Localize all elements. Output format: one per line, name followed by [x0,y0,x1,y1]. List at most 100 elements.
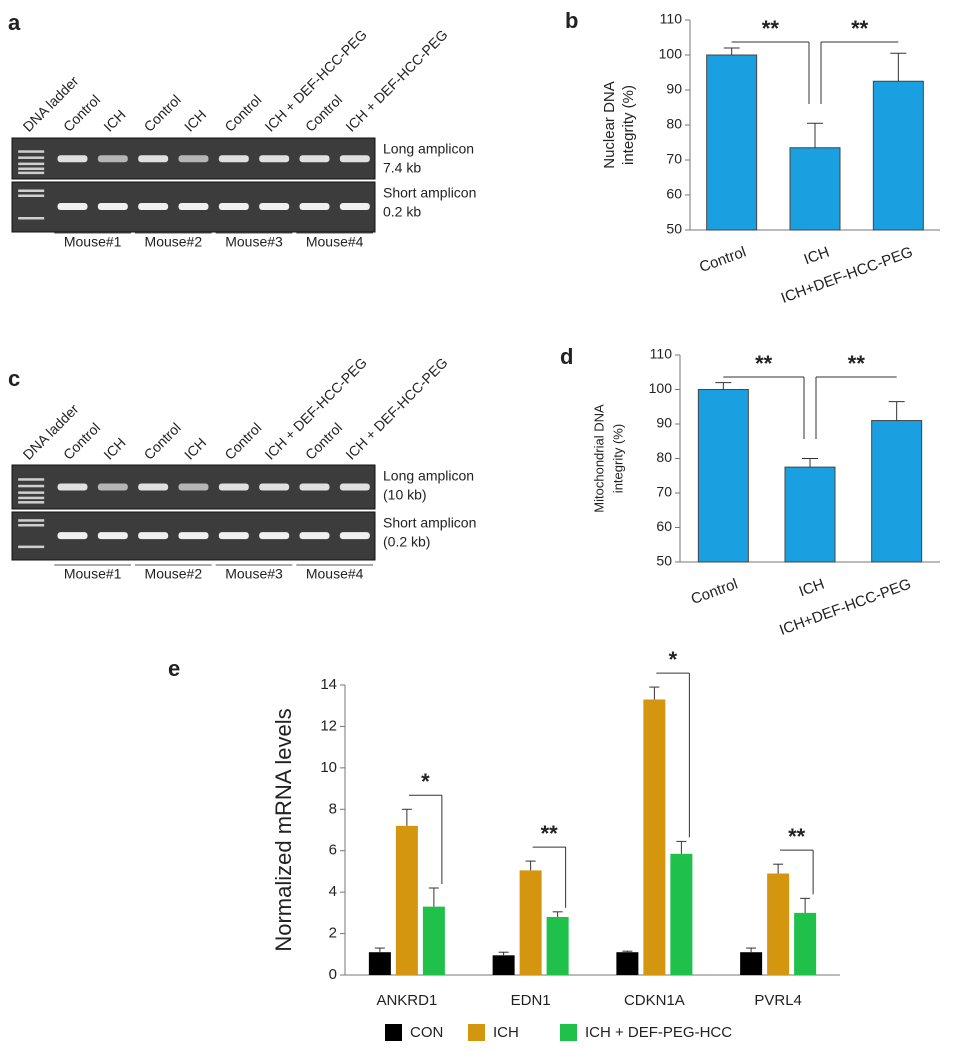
y-tick-label: 80 [656,449,672,465]
gel-band [57,203,88,210]
ladder-band [18,478,45,481]
x-tick-label: EDN1 [511,992,551,1009]
legend-swatch [560,1024,577,1041]
ladder-band [18,217,45,220]
panel-letter: e [168,656,180,681]
y-tick-label: 14 [320,676,337,693]
panel-letter: a [8,10,21,35]
bar [616,952,639,975]
bar [784,466,836,563]
y-tick-label: 60 [666,186,682,202]
gel-band [138,155,169,163]
amplicon-label: Short amplicon [383,515,476,531]
ladder-band [18,484,45,488]
significance-label: * [421,769,430,794]
ladder-band [18,156,45,159]
amplicon-label: (10 kb) [383,487,427,503]
gel-band [178,203,209,210]
gel-band [218,532,249,540]
gel-band [178,532,209,540]
legend-label: CON [410,1024,443,1041]
y-tick-label: 100 [659,46,683,62]
lane-label: Control [221,420,264,463]
y-axis-label: integrity (%) [610,424,625,493]
gel-band [218,483,249,491]
bar [872,80,924,231]
amplicon-label: 0.2 kb [383,204,421,220]
amplicon-label: 7.4 kb [383,160,421,176]
ladder-band [18,189,45,192]
gel-band [57,483,88,491]
bar [395,825,418,975]
ladder-band [18,496,45,500]
bar [789,147,841,231]
bar [368,952,391,975]
significance-label: ** [762,16,780,41]
gel-band [299,532,330,540]
gel-band [97,155,128,163]
mouse-label: Mouse#4 [306,566,364,582]
y-axis-label: Mitochondrial DNA [591,404,606,513]
lane-label: ICH [100,434,128,462]
bar [670,853,693,975]
y-tick-label: 90 [666,81,682,97]
ladder-band [18,501,45,504]
y-tick-label: 110 [660,11,683,27]
significance-label: ** [851,16,869,41]
gel-band [138,203,169,210]
significance-label: ** [788,824,806,849]
mouse-label: Mouse#1 [64,566,122,582]
gel-band [299,483,330,491]
y-tick-label: 80 [666,116,682,132]
lane-label: ICH [181,434,209,462]
gel-band [57,155,88,163]
y-tick-label: 60 [656,518,672,534]
bar [767,873,790,975]
bar [422,906,445,975]
ladder-band [18,171,45,175]
y-tick-label: 2 [329,925,337,942]
legend-swatch [468,1024,485,1041]
ladder-band [18,194,45,197]
significance-label: ** [541,821,559,846]
ladder-band [18,524,45,527]
lane-label: ICH [181,106,209,134]
x-tick-label: ICH [797,576,827,601]
bar [697,389,749,563]
ladder-band [18,162,45,166]
gel-band [97,483,128,491]
gel-band [259,483,290,491]
ladder-band [18,150,45,153]
x-tick-label: ICH [802,244,832,269]
y-tick-label: 100 [649,380,673,396]
lane-label: Control [221,92,264,135]
legend-swatch [385,1024,402,1041]
significance-label: ** [755,351,773,376]
ladder-band [18,167,45,171]
y-tick-label: 70 [666,151,682,167]
y-tick-label: 110 [650,346,673,362]
y-tick-label: 0 [329,966,337,983]
gel-band [97,532,128,540]
bar [492,955,515,975]
panel-letter: d [560,344,573,369]
bar [546,917,569,975]
significance-label: * [669,647,678,672]
y-axis-label: integrity (%) [620,85,637,165]
significance-label: ** [848,351,866,376]
gel-band [138,483,169,491]
mouse-label: Mouse#1 [64,234,122,250]
mouse-label: Mouse#4 [306,234,364,250]
bar [643,699,666,975]
ladder-band [18,491,45,494]
bar [740,952,763,975]
mouse-label: Mouse#2 [145,566,203,582]
gel-band [218,203,249,210]
ladder-band [18,519,45,522]
y-tick-label: 12 [320,717,337,734]
legend-label: ICH + DEF-PEG-HCC [585,1024,732,1041]
lane-label: Control [141,420,184,463]
gel-band [259,532,290,540]
x-tick-label: PVRL4 [754,992,802,1009]
